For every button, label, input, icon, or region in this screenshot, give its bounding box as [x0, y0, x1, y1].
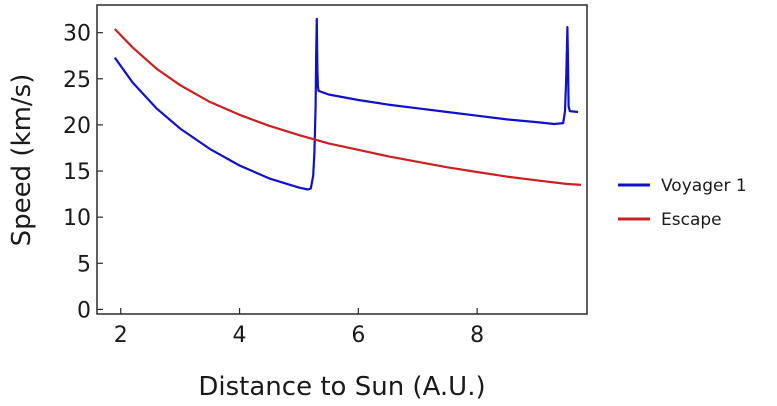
series-line-voyager-1: [113, 17, 579, 191]
y-tick-label: 0: [77, 298, 91, 323]
x-axis: 2 4 6 8: [114, 308, 484, 348]
plot-frame: [96, 4, 588, 315]
x-tick-label: 8: [470, 323, 484, 348]
legend-label-voyager-1: Voyager 1: [661, 176, 747, 196]
x-tick-label: 2: [114, 323, 128, 348]
y-tick-label: 10: [63, 206, 91, 231]
legend: Voyager 1 Escape: [618, 176, 747, 230]
y-tick-label: 20: [63, 114, 91, 139]
y-axis-title: Speed (km/s): [7, 74, 37, 247]
x-tick-label: 4: [233, 323, 247, 348]
legend-label-escape: Escape: [661, 210, 722, 230]
series-layer: [113, 17, 582, 191]
y-tick-label: 30: [63, 22, 91, 47]
x-tick-label: 6: [351, 323, 365, 348]
y-axis: 0 5 10 15 20 25 30: [63, 22, 103, 323]
y-tick-label: 5: [77, 252, 91, 277]
y-tick-label: 15: [63, 160, 91, 185]
x-axis-title: Distance to Sun (A.U.): [198, 372, 485, 402]
series-line-escape: [114, 28, 582, 186]
y-tick-label: 25: [63, 68, 91, 93]
